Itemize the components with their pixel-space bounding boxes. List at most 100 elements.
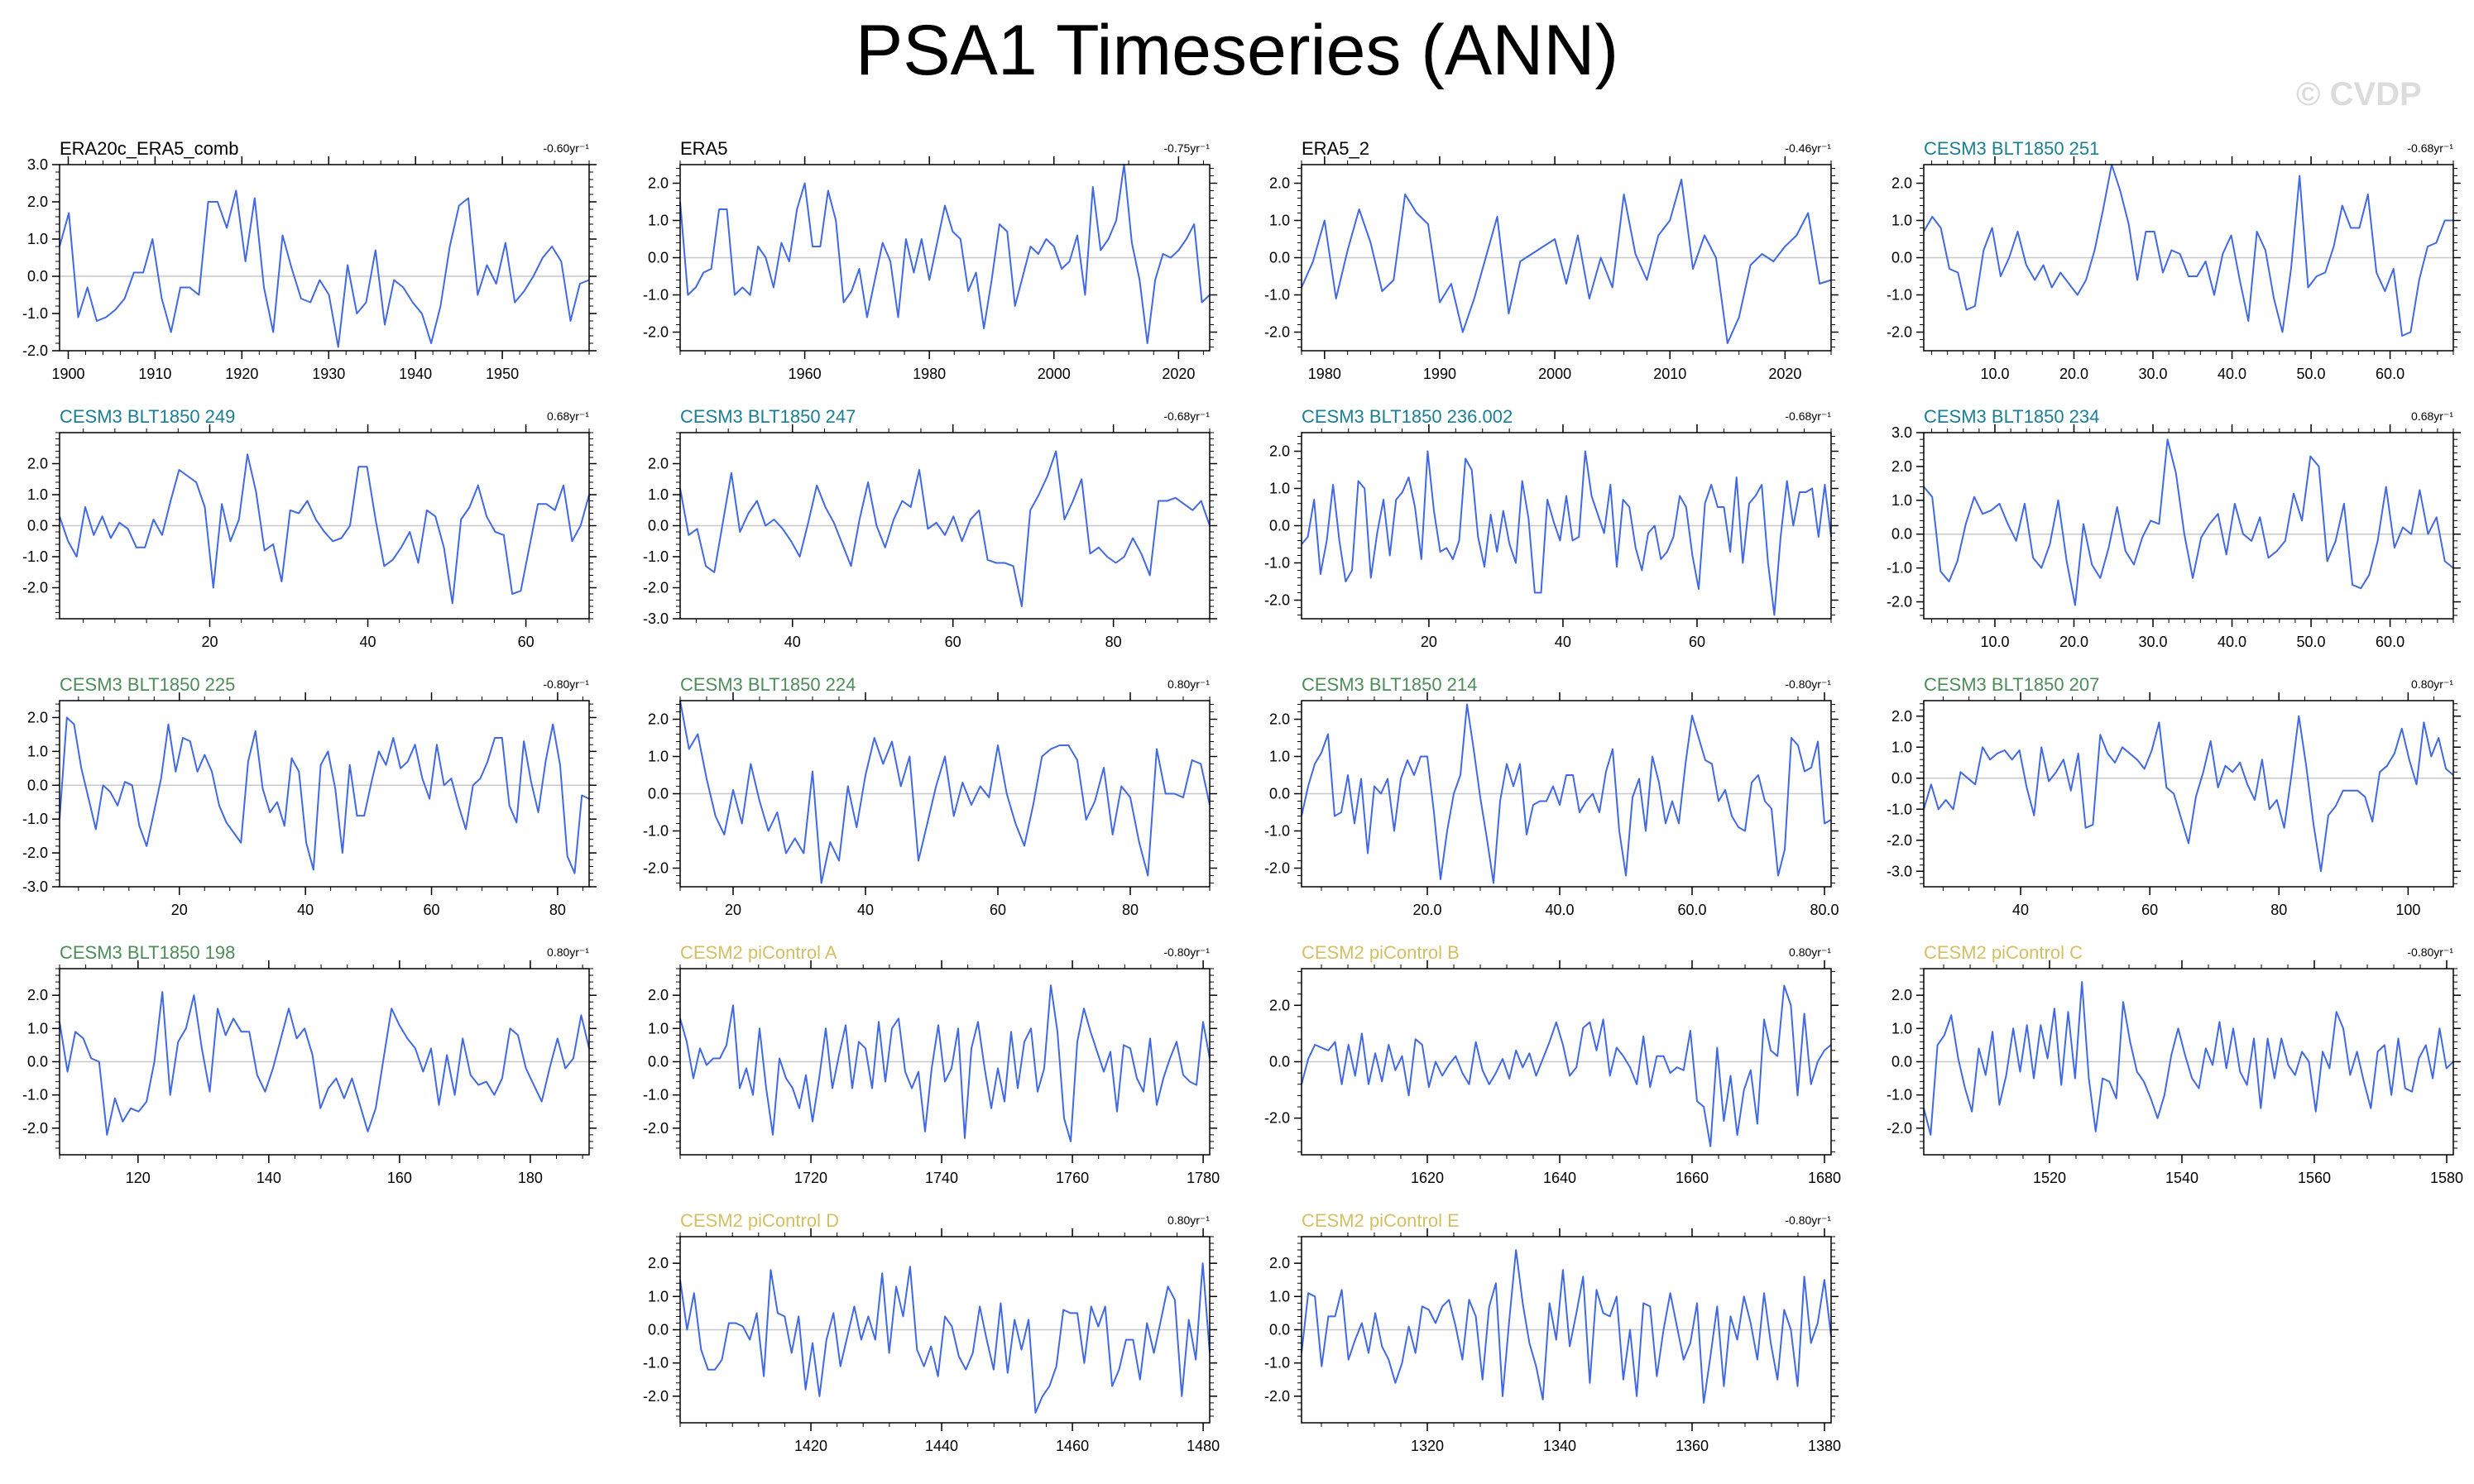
x-tick-label: 60.0 — [2376, 634, 2404, 650]
x-tick-label: 40.0 — [2217, 366, 2246, 382]
panel-title: CESM3 BLT1850 249 — [60, 406, 235, 427]
panel-16: CESM2 piControl C -0.80yr⁻¹ -2.0 -1.0 0.0 1.0… — [1887, 942, 2463, 1186]
page-title: PSA1 Timeseries (ANN) — [855, 11, 1619, 90]
y-tick-label: -3.0 — [22, 878, 48, 895]
y-tick-label: -1.0 — [1264, 555, 1290, 572]
y-tick-label: 1.0 — [27, 1020, 48, 1036]
y-tick-label: 0.0 — [648, 1322, 669, 1338]
y-tick-label: 1.0 — [27, 486, 48, 503]
y-tick-label: -2.0 — [1264, 592, 1290, 609]
plot-frame — [679, 700, 1211, 888]
x-tick-label: 1520 — [2033, 1170, 2066, 1186]
y-tick-label: 0.0 — [1269, 250, 1290, 266]
y-tick-label: -1.0 — [1264, 287, 1290, 304]
x-tick-label: 30.0 — [2138, 366, 2167, 382]
y-tick-label: -2.0 — [1264, 860, 1290, 877]
panel-title: CESM3 BLT1850 224 — [680, 674, 856, 695]
x-tick-label: 20 — [201, 634, 218, 650]
trend-label: -0.60yr⁻¹ — [543, 141, 589, 155]
series-line — [59, 991, 590, 1136]
y-tick-label: -2.0 — [643, 1388, 669, 1405]
panel-title: CESM2 piControl E — [1302, 1210, 1460, 1231]
panel-11: CESM3 BLT1850 214 -0.80yr⁻¹ -2.0 -1.0 0.0 1.0… — [1264, 674, 1839, 918]
trend-label: 0.80yr⁻¹ — [2411, 677, 2453, 691]
plot-frame — [59, 700, 590, 888]
x-tick-label: 160 — [387, 1170, 412, 1186]
plot-frame — [59, 164, 590, 352]
y-tick-label: 2.0 — [1891, 708, 1912, 725]
x-tick-label: 1990 — [1423, 366, 1456, 382]
panel-title: CESM3 BLT1850 251 — [1924, 138, 2099, 159]
panel-14: CESM2 piControl A -0.80yr⁻¹ -2.0 -1.0 0.0 1.0… — [643, 942, 1220, 1186]
panel-title: ERA20c_ERA5_comb — [60, 138, 238, 159]
y-tick-label: 0.0 — [1891, 250, 1912, 266]
y-tick-label: 0.0 — [1269, 1054, 1290, 1070]
x-tick-label: 180 — [518, 1170, 543, 1186]
x-tick-label: 1780 — [1187, 1170, 1220, 1186]
panel-title: CESM3 BLT1850 236.002 — [1302, 406, 1513, 427]
panel-6: CESM3 BLT1850 247 -0.68yr⁻¹ -3.0 -2.0 -1.0 0.… — [643, 406, 1217, 650]
y-tick-label: 2.0 — [1269, 1255, 1290, 1271]
x-tick-label: 60 — [945, 634, 961, 650]
plot-frame — [1923, 164, 2454, 352]
x-tick-label: 10.0 — [1980, 366, 2009, 382]
y-tick-label: 1.0 — [1891, 739, 1912, 755]
y-tick-label: 2.0 — [1269, 443, 1290, 460]
y-tick-label: 1.0 — [648, 749, 669, 765]
series-line — [59, 716, 590, 874]
y-tick-label: 0.0 — [1891, 1054, 1912, 1070]
series-line — [1301, 450, 1832, 616]
y-tick-label: -1.0 — [643, 287, 669, 304]
y-tick-label: 0.0 — [1269, 518, 1290, 534]
x-tick-label: 120 — [126, 1170, 151, 1186]
panel-title: CESM3 BLT1850 214 — [1302, 674, 1477, 695]
trend-label: 0.80yr⁻¹ — [547, 945, 589, 959]
trend-label: 0.68yr⁻¹ — [547, 409, 589, 423]
panel-4: CESM3 BLT1850 251 -0.68yr⁻¹ -2.0 -1.0 0.0 1.0… — [1887, 138, 2461, 382]
trend-label: -0.68yr⁻¹ — [1163, 409, 1210, 423]
trend-label: -0.46yr⁻¹ — [1785, 141, 1831, 155]
x-tick-label: 40 — [784, 634, 801, 650]
y-tick-label: 1.0 — [1891, 1020, 1912, 1036]
plot-frame — [1923, 432, 2454, 620]
y-tick-label: -2.0 — [643, 860, 669, 877]
series-line — [1923, 164, 2453, 337]
panel-7: CESM3 BLT1850 236.002 -0.68yr⁻¹ -2.0 -1.0 0.… — [1264, 406, 1839, 650]
x-tick-label: 30.0 — [2138, 634, 2167, 650]
y-tick-label: 1.0 — [1269, 213, 1290, 229]
panel-title: CESM3 BLT1850 225 — [60, 674, 235, 695]
x-tick-label: 20.0 — [1412, 902, 1441, 918]
x-tick-label: 2000 — [1038, 366, 1071, 382]
y-tick-label: 0.0 — [648, 786, 669, 802]
x-tick-label: 10.0 — [1980, 634, 2009, 650]
y-tick-label: 1.0 — [1269, 1288, 1290, 1304]
panel-3: ERA5_2 -0.46yr⁻¹ -2.0 -1.0 0.0 1.0 2.0 1980 1990… — [1264, 138, 1839, 382]
x-tick-label: 1540 — [2165, 1170, 2198, 1186]
y-tick-label: 2.0 — [648, 711, 669, 728]
y-tick-label: -2.0 — [1264, 1110, 1290, 1127]
y-tick-label: 0.0 — [27, 1054, 48, 1070]
x-tick-label: 2020 — [1768, 366, 1801, 382]
x-tick-label: 1640 — [1543, 1170, 1576, 1186]
y-tick-label: 0.0 — [27, 268, 48, 285]
plot-frame — [1301, 164, 1832, 352]
plot-frame — [1923, 968, 2454, 1156]
x-tick-label: 40.0 — [1545, 902, 1574, 918]
series-line — [1301, 1249, 1832, 1404]
x-tick-label: 60 — [518, 634, 535, 650]
y-tick-label: -1.0 — [643, 823, 669, 840]
trend-label: 0.68yr⁻¹ — [2411, 409, 2453, 423]
y-tick-label: 0.0 — [1891, 770, 1912, 787]
series-line — [1923, 438, 2454, 606]
y-tick-label: 0.0 — [1891, 526, 1912, 543]
x-tick-label: 1320 — [1411, 1438, 1444, 1454]
series-line — [1301, 984, 1832, 1147]
panel-1: ERA20c_ERA5_comb -0.60yr⁻¹ -2.0 -1.0 0.0 1.0 2… — [22, 138, 597, 382]
y-tick-label: -2.0 — [22, 1120, 48, 1137]
trend-label: -0.80yr⁻¹ — [1785, 677, 1831, 691]
y-tick-label: 1.0 — [1269, 481, 1290, 497]
x-tick-label: 1340 — [1543, 1438, 1576, 1454]
y-tick-label: -2.0 — [1887, 1120, 1912, 1137]
y-tick-label: -2.0 — [1887, 324, 1912, 341]
x-tick-label: 80.0 — [1810, 902, 1839, 918]
